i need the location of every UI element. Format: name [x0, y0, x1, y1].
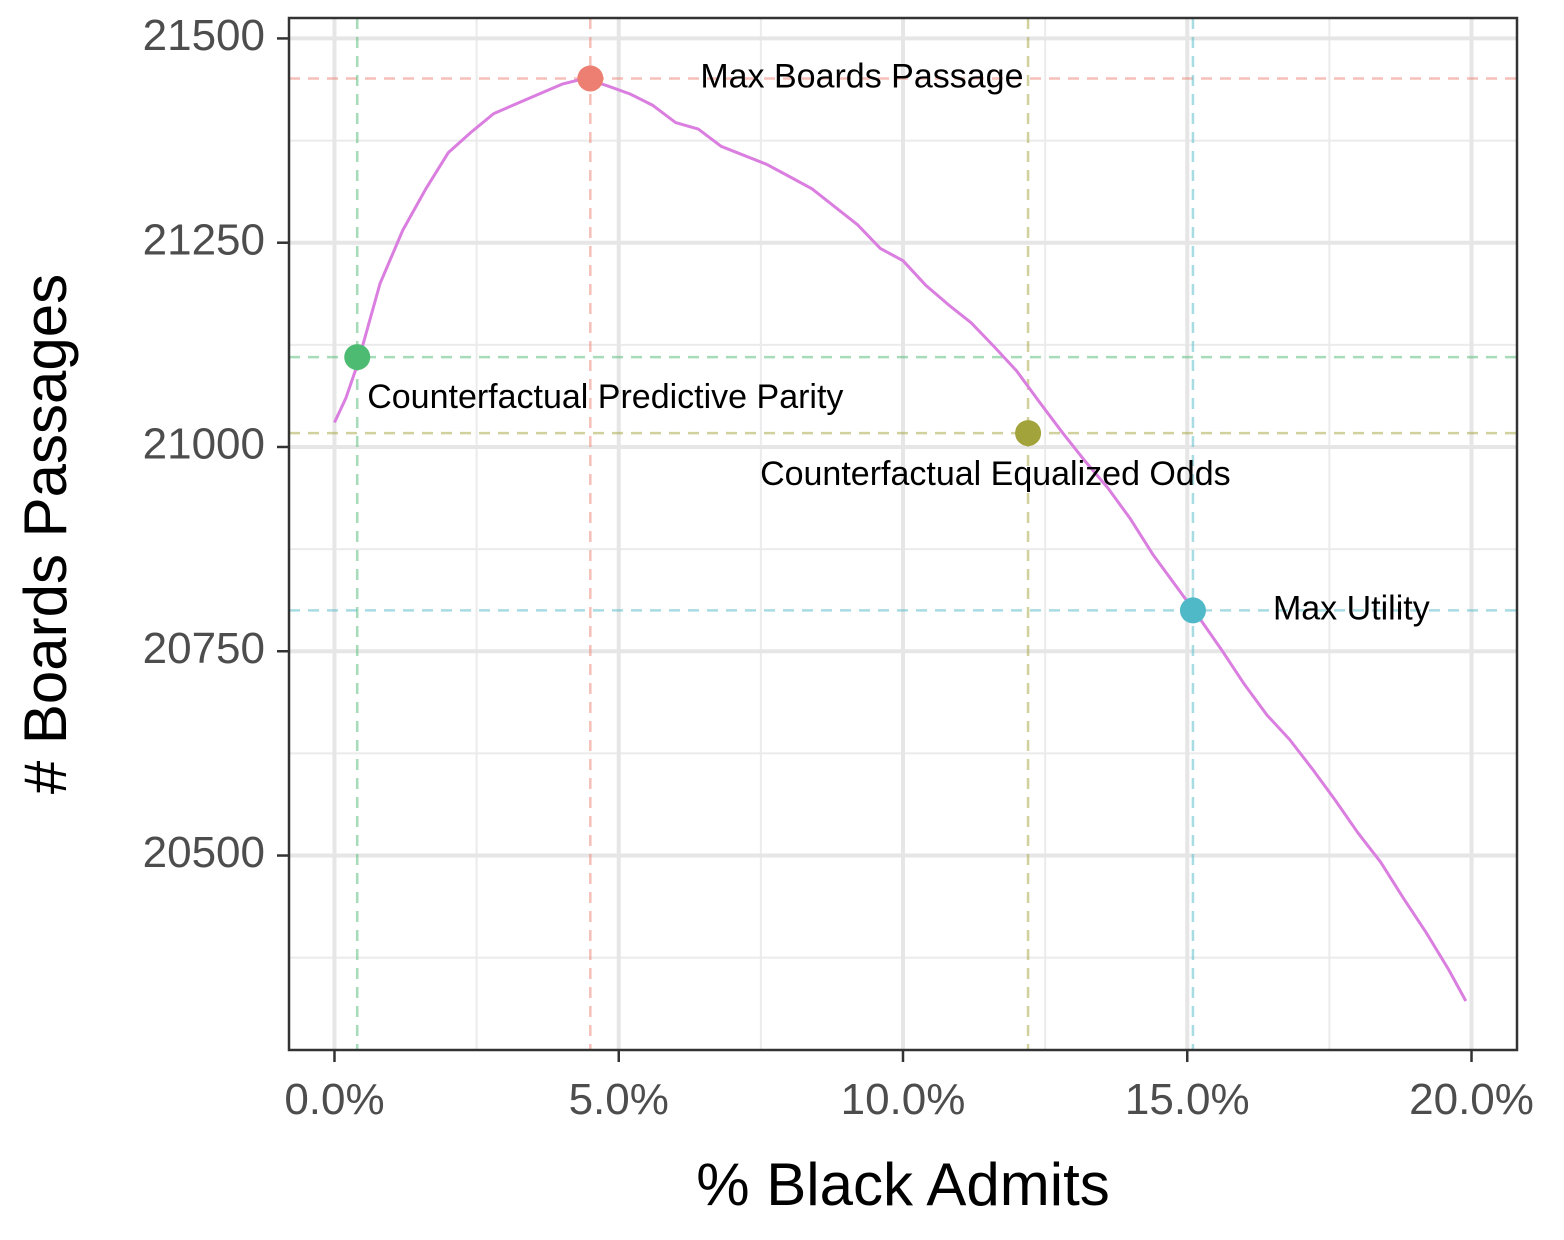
- point-label-2: Counterfactual Equalized Odds: [760, 455, 1231, 493]
- points-group: [344, 65, 1206, 624]
- point-label-1: Counterfactual Predictive Parity: [367, 378, 843, 416]
- major-gridlines: [289, 18, 1517, 1050]
- point-labels-group: Max Boards Passage Counterfactual Predict…: [367, 57, 1430, 627]
- x-axis-title: % Black Admits: [696, 1151, 1109, 1218]
- x-tick-label-1: 5.0%: [569, 1075, 669, 1124]
- y-tick-label-0: 20500: [143, 828, 265, 877]
- x-tick-label-3: 15.0%: [1125, 1075, 1250, 1124]
- x-tick-label-4: 20.0%: [1409, 1075, 1534, 1124]
- highlight-point-1: [344, 344, 371, 371]
- point-label-3: Max Utility: [1273, 589, 1430, 627]
- highlight-point-3: [1179, 597, 1206, 624]
- y-axis: 20500 20750 21000 21250 21500: [143, 11, 289, 877]
- x-tick-label-0: 0.0%: [284, 1075, 384, 1124]
- y-tick-label-2: 21000: [143, 420, 265, 469]
- series-group: [333, 77, 1468, 1002]
- x-tick-label-2: 10.0%: [841, 1075, 966, 1124]
- x-axis: 0.0% 5.0% 10.0% 15.0% 20.0%: [284, 1050, 1534, 1124]
- y-axis-title: # Boards Passages: [12, 274, 79, 794]
- reference-lines: [289, 18, 1517, 1050]
- series-line-0: [333, 77, 1468, 1002]
- y-tick-label-3: 21250: [143, 215, 265, 264]
- point-label-0: Max Boards Passage: [700, 57, 1023, 95]
- y-tick-label-1: 20750: [143, 624, 265, 673]
- highlight-point-2: [1015, 420, 1042, 447]
- y-tick-label-4: 21500: [143, 11, 265, 60]
- highlight-point-0: [577, 65, 604, 92]
